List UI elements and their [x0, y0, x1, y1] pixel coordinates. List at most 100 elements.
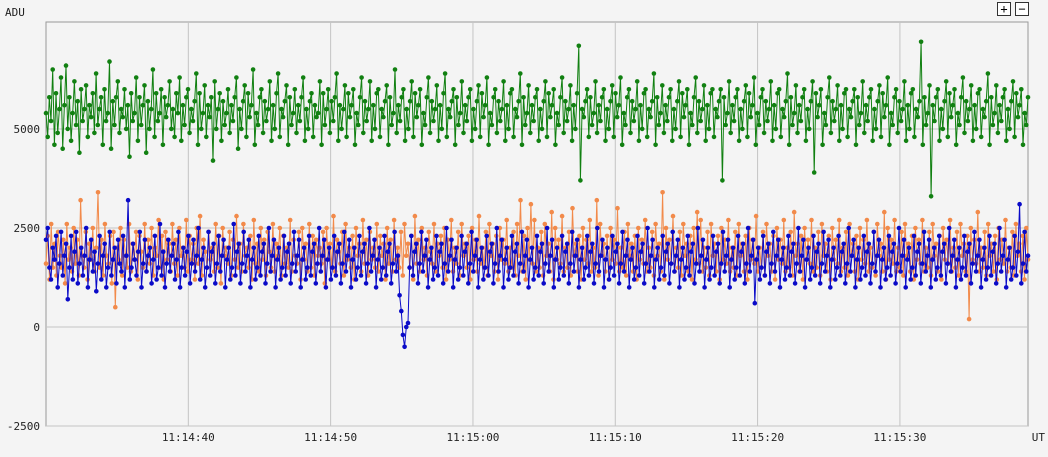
- series-0-point-120: [244, 134, 249, 140]
- series-1-point-533: [966, 316, 972, 322]
- series-2-point-62: [147, 245, 153, 251]
- series-0-point-350: [628, 130, 633, 136]
- series-1-point-215: [416, 237, 421, 243]
- series-2-point-402: [717, 281, 722, 286]
- series-2-point-5: [52, 257, 57, 262]
- series-0-point-48: [123, 126, 129, 132]
- series-2-point-307: [558, 265, 563, 270]
- series-2-point-291: [531, 277, 536, 282]
- series-1-point-185: [364, 237, 369, 243]
- series-0-point-193: [366, 106, 371, 112]
- series-1-point-77: [177, 225, 182, 231]
- series-2-point-444: [787, 273, 793, 278]
- series-1-point-458: [836, 217, 842, 223]
- series-0-point-546: [955, 110, 961, 116]
- series-2-point-564: [988, 273, 994, 278]
- series-0-point-485: [853, 142, 859, 148]
- series-2-point-90: [194, 253, 200, 258]
- series-1-point-405: [745, 277, 750, 282]
- x-axis-label: UT: [1032, 431, 1046, 444]
- series-1-point-446: [816, 229, 821, 235]
- series-0-point-305: [553, 142, 558, 148]
- series-2-point-551: [967, 241, 972, 247]
- series-2-point-6: [53, 233, 59, 239]
- series-0-point-152: [297, 118, 303, 124]
- series-2-point-345: [621, 269, 627, 274]
- series-2-point-493: [869, 261, 875, 266]
- series-0-point-481: [847, 106, 852, 112]
- series-2-point-374: [670, 229, 675, 235]
- series-0-point-133: [265, 106, 271, 112]
- series-2-point-440: [781, 245, 786, 251]
- zoom-in-button[interactable]: +: [997, 2, 1011, 16]
- series-0-point-586: [1022, 110, 1027, 116]
- series-1-point-277: [523, 277, 528, 282]
- series-0-point-273: [499, 106, 505, 112]
- series-0-point-588: [1025, 95, 1031, 100]
- series-1-point-358: [663, 225, 669, 231]
- series-1-point-44: [119, 273, 125, 278]
- series-1-point-197: [384, 225, 390, 231]
- series-0-point-218: [407, 98, 413, 104]
- series-0-point-276: [504, 102, 510, 108]
- series-2-point-503: [886, 233, 892, 239]
- series-1-point-320: [597, 221, 603, 227]
- series-1-point-463: [845, 273, 851, 278]
- series-1-point-315: [589, 269, 594, 274]
- series-2-point-121: [246, 237, 252, 243]
- series-1-point-342: [636, 225, 641, 231]
- series-2-point-329: [595, 225, 600, 231]
- series-0-point-429: [760, 87, 765, 92]
- series-1-point-330: [615, 205, 620, 211]
- y-tick-label-3: 5000: [14, 123, 41, 136]
- series-0-point-513: [900, 106, 905, 112]
- series-2-point-262: [482, 265, 488, 270]
- series-0-point-559: [977, 87, 982, 92]
- series-1-point-494: [899, 229, 904, 235]
- series-0-point-523: [917, 98, 922, 104]
- series-0: [43, 39, 1031, 199]
- series-0-point-248: [457, 110, 463, 116]
- series-2-point-433: [769, 261, 774, 266]
- series-2-point-449: [796, 225, 801, 231]
- series-1-point-61: [149, 225, 154, 231]
- series-0-point-80: [177, 75, 182, 80]
- series-0-point-208: [391, 110, 396, 116]
- series-0-point-438: [775, 91, 780, 96]
- series-2-point-559: [980, 257, 986, 262]
- series-0-point-42: [113, 95, 119, 100]
- series-2-point-205: [387, 241, 392, 247]
- series-1-point-272: [514, 221, 520, 227]
- series-2-point-134: [268, 269, 273, 274]
- series-0-point-189: [359, 75, 364, 80]
- series-2-point-314: [569, 229, 575, 235]
- series-2-point-343: [618, 261, 624, 266]
- series-2-point-426: [757, 277, 763, 282]
- series-2-point-366: [657, 277, 662, 282]
- series-0-point-477: [840, 126, 845, 132]
- series-0-point-433: [766, 106, 772, 112]
- series-0-point-558: [975, 91, 981, 96]
- series-2-point-481: [849, 253, 855, 258]
- series-0-point-566: [989, 95, 994, 100]
- series-0-point-402: [715, 114, 720, 120]
- series-0-point-134: [267, 79, 273, 84]
- series-0-point-97: [205, 102, 211, 108]
- series-2-point-277: [507, 265, 513, 270]
- series-1-point-302: [566, 229, 572, 235]
- series-0-point-415: [736, 138, 742, 144]
- series-2-point-84: [184, 249, 190, 254]
- series-0-point-362: [648, 114, 653, 120]
- series-0-point-343: [616, 102, 622, 108]
- x-tick-label-4: 11:15:20: [731, 431, 784, 444]
- zoom-out-button[interactable]: −: [1015, 2, 1029, 16]
- series-0-point-421: [746, 91, 752, 96]
- series-2-point-10: [60, 273, 66, 278]
- series-0-point-475: [837, 138, 842, 144]
- series-2-point-425: [755, 245, 761, 251]
- series-0-point-232: [431, 118, 436, 124]
- series-0-point-261: [479, 91, 485, 96]
- series-1-point-504: [916, 237, 922, 243]
- series-0-point-439: [776, 87, 782, 92]
- series-1-point-448: [819, 221, 825, 227]
